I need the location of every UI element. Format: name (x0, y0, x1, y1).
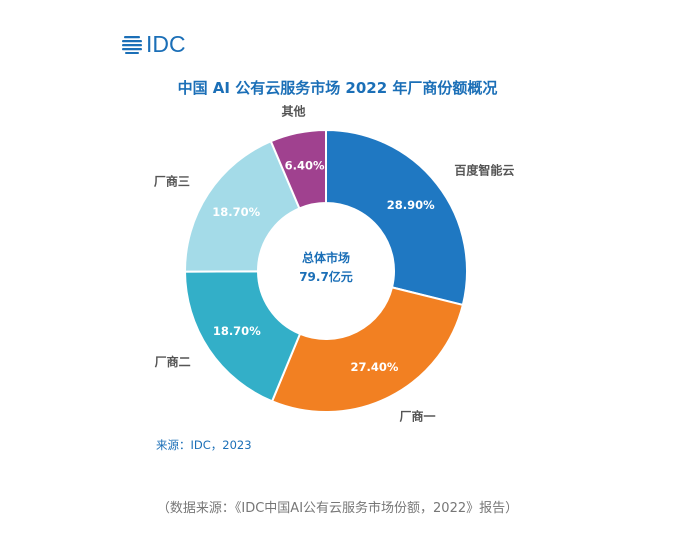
category-label-2: 厂商二 (155, 354, 191, 369)
slices-group (183, 128, 468, 413)
slice-1 (270, 286, 465, 413)
center-label-line2: 79.7亿元 (299, 269, 353, 284)
labels-group: 28.90% 百度智能云 27.40% 厂商一 18.70% 厂商二 18.70% 厂商三 6.… (154, 103, 515, 423)
source-note: 来源：IDC，2023 (156, 438, 252, 452)
category-label-3: 厂商三 (154, 173, 190, 188)
percent-label-0: 28.90% (387, 198, 435, 212)
slice-3 (184, 139, 301, 273)
footnote: （数据来源：《IDC中国AI公有云服务市场份额，2022》报告） (156, 501, 519, 516)
center-label-line1: 总体市场 (302, 250, 350, 265)
percent-label-1: 27.40% (351, 360, 399, 374)
slice-4 (269, 128, 327, 210)
slice-0 (325, 128, 468, 307)
idc-logo: IDC (121, 31, 186, 57)
percent-label-3: 18.70% (212, 205, 260, 219)
category-label-0: 百度智能云 (454, 163, 514, 178)
category-label-4: 其他 (281, 103, 305, 118)
idc-globe-icon (122, 36, 142, 54)
category-label-1: 厂商一 (399, 409, 435, 424)
chart-title: 中国 AI 公有云服务市场 2022 年厂商份额概况 (177, 79, 498, 97)
slice-2 (183, 270, 302, 403)
logo-text: IDC (146, 30, 186, 57)
percent-label-4: 6.40% (285, 159, 325, 173)
percent-label-2: 18.70% (213, 324, 261, 338)
